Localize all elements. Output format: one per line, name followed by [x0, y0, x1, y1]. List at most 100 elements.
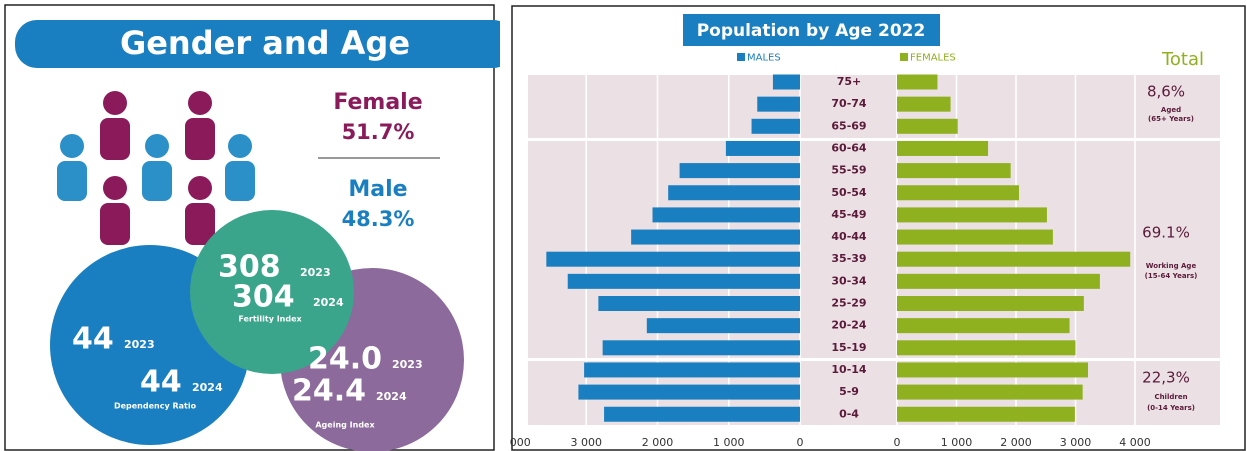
chart-title: Population by Age 2022: [697, 21, 926, 41]
title-banner: [683, 14, 940, 46]
ageing-2023: 24.0: [308, 342, 382, 377]
bar: [897, 207, 1047, 223]
bar: [584, 362, 800, 378]
annotation-range: (0-14 Years): [1147, 404, 1195, 412]
category-label: 15-19: [831, 341, 866, 354]
panel-title: Gender and Age: [120, 24, 410, 62]
x-tick-label: 4 000: [510, 436, 531, 449]
x-tick-label: 1 000: [713, 436, 745, 449]
year: 2023: [300, 266, 331, 279]
female-value: 51.7%: [342, 120, 415, 144]
total-label: Total: [1161, 49, 1204, 70]
annotation-value: 69.1%: [1142, 224, 1190, 242]
annotation-range: (65+ Years): [1148, 115, 1194, 123]
bar: [897, 229, 1053, 245]
panel-border: [4, 4, 495, 451]
bar: [598, 296, 800, 311]
x-tick-label: 0: [894, 436, 901, 449]
bar: [897, 96, 951, 112]
fertility-label: Fertility Index: [238, 315, 302, 324]
bar: [604, 406, 800, 422]
bar: [897, 251, 1131, 267]
year: 2024: [313, 296, 344, 309]
x-tick-label: 1 000: [941, 436, 973, 449]
category-label: 0-4: [839, 407, 859, 420]
bar: [897, 118, 958, 134]
male-value: 48.3%: [342, 207, 415, 231]
x-tick-label: 2 000: [642, 436, 674, 449]
bar: [646, 318, 800, 334]
fertility-2023: 308: [218, 250, 281, 285]
x-tick-label: 2 000: [1000, 436, 1032, 449]
gender-age-panel: Gender and Age Female 51.7% Male 48.3% 3…: [4, 4, 500, 451]
annotation-range: (15-64 Years): [1145, 272, 1198, 280]
category-label: 5-9: [839, 385, 859, 398]
bar: [631, 229, 800, 245]
x-tick-label: 3 000: [1060, 436, 1092, 449]
dependency-label: Dependency Ratio: [114, 402, 197, 411]
category-label: 75+: [837, 75, 862, 88]
legend-label: FEMALES: [910, 53, 956, 64]
ageing-label: Ageing Index: [315, 421, 375, 430]
x-tick-label: 4 000: [1119, 436, 1151, 449]
bar: [897, 406, 1075, 422]
bar: [897, 273, 1100, 289]
dependency-2023: 44: [72, 322, 114, 357]
female-label: Female: [333, 90, 422, 115]
category-label: 40-44: [831, 230, 867, 243]
title-banner: [15, 20, 500, 68]
bar: [897, 318, 1070, 334]
year: 2023: [124, 338, 155, 351]
bar: [897, 340, 1076, 356]
annotation-label: Aged: [1161, 106, 1181, 114]
bar: [897, 163, 1011, 179]
annotation-label: Working Age: [1146, 262, 1197, 270]
band: [528, 75, 1220, 138]
male-icons: [57, 134, 255, 201]
category-label: 60-64: [831, 141, 867, 154]
ageing-2024: 24.4: [292, 374, 366, 409]
bar: [897, 384, 1083, 400]
bar: [897, 296, 1084, 311]
fertility-2024: 304: [232, 280, 295, 315]
band: [528, 141, 1220, 358]
bar: [567, 273, 800, 289]
legend-label: MALES: [747, 53, 781, 64]
category-label: 25-29: [831, 297, 866, 310]
category-label: 30-34: [831, 274, 867, 287]
bar: [578, 384, 800, 400]
bar: [668, 185, 800, 201]
year: 2024: [192, 381, 223, 394]
legend-swatch: [900, 53, 908, 61]
legend-swatch: [737, 53, 745, 61]
x-tick-label: 0: [797, 436, 804, 449]
bar: [897, 185, 1019, 201]
bar: [772, 74, 800, 90]
category-label: 50-54: [831, 186, 867, 199]
annotation-label: Children: [1154, 393, 1187, 401]
year: 2023: [392, 358, 423, 371]
bar: [897, 74, 938, 90]
category-label: 20-24: [831, 319, 867, 332]
bar: [751, 118, 800, 134]
bar: [897, 362, 1088, 378]
category-label: 70-74: [831, 97, 867, 110]
bar: [652, 207, 800, 223]
pyramid-chart: Population by Age 2022 Total 0 1 000 2 000…: [510, 5, 1246, 451]
bar: [897, 140, 989, 156]
category-label: 10-14: [831, 363, 867, 376]
bar: [757, 96, 800, 112]
category-label: 65-69: [831, 119, 866, 132]
year: 2024: [376, 390, 407, 403]
category-label: 55-59: [831, 164, 866, 177]
dependency-2024: 44: [140, 365, 182, 400]
male-label: Male: [348, 177, 407, 202]
annotation-value: 22,3%: [1142, 369, 1190, 387]
panel-border: [511, 5, 1246, 451]
female-icons: [100, 91, 215, 245]
category-label: 35-39: [831, 252, 866, 265]
bar: [546, 251, 800, 267]
bar: [679, 163, 800, 179]
bar: [602, 340, 800, 356]
